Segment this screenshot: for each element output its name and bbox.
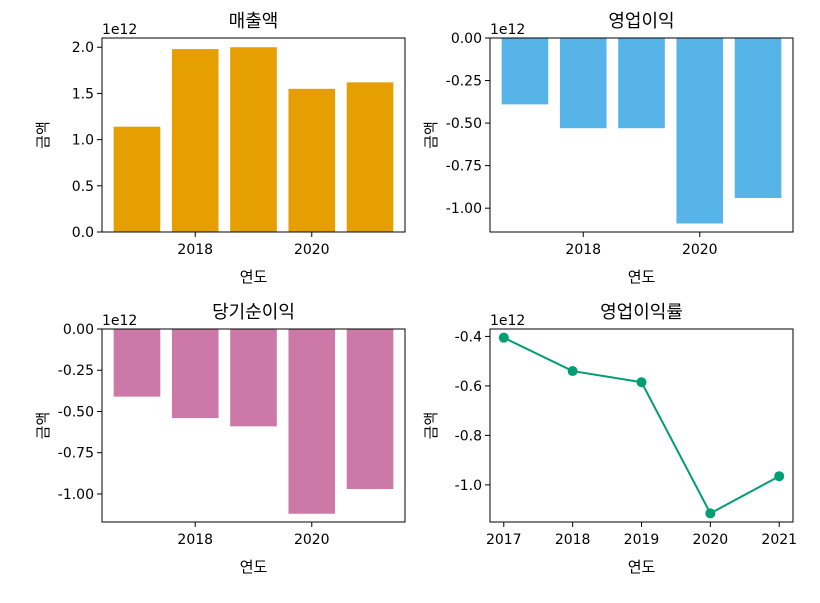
y-axis-label-operating-margin: 금액 xyxy=(422,412,440,440)
offset-text-revenue: 1e12 xyxy=(102,22,137,38)
bar-revenue-2021 xyxy=(346,82,394,232)
x-tick-label-revenue-2018: 2018 xyxy=(177,242,213,258)
bar-operating-profit-2018 xyxy=(559,38,607,129)
chart-title-revenue: 매출액 xyxy=(229,11,279,32)
subplot-operating-margin: 2017 2018 2019 2020 2021 -0.4 -0.6 -0.8 -1.0 영업이익… xyxy=(422,302,797,576)
y-tick-label-revenue-3: 1.5 xyxy=(72,86,94,102)
y-tick-label-operating-profit-2: -0.50 xyxy=(446,116,482,132)
x-axis-label-net-income: 연도 xyxy=(240,558,268,576)
y-axis-label-revenue: 금액 xyxy=(34,121,52,149)
bar-revenue-2017 xyxy=(113,126,161,232)
subplot-revenue: 2018 2020 0.0 0.5 1.0 1.5 2.0 매출액 1e12 연도 금액 xyxy=(34,11,406,286)
point-operating-margin-2021 xyxy=(774,471,785,482)
chart-title-operating-margin: 영업이익률 xyxy=(600,302,683,323)
x-axis-label-revenue: 연도 xyxy=(240,268,268,286)
y-tick-label-operating-profit-4: -1.00 xyxy=(446,201,482,217)
y-tick-label-operating-profit-0: 0.00 xyxy=(451,31,482,47)
bar-operating-profit-2020 xyxy=(676,38,724,224)
subplot-net-income: 2018 2020 0.00 -0.25 -0.50 -0.75 -1.00 당기순이익 1e1… xyxy=(34,302,406,576)
point-operating-margin-2019 xyxy=(636,377,647,388)
offset-text-operating-profit: 1e12 xyxy=(490,22,525,38)
offset-text-operating-margin: 1e12 xyxy=(490,313,525,329)
y-axis-label-net-income: 금액 xyxy=(34,412,52,440)
axes-frame-operating-profit xyxy=(489,37,794,233)
point-operating-margin-2017 xyxy=(498,332,509,343)
x-tick-label-net-income-2018: 2018 xyxy=(177,532,213,548)
x-axis-label-operating-margin: 연도 xyxy=(628,558,656,576)
y-tick-label-operating-profit-3: -0.75 xyxy=(446,159,482,175)
bar-net-income-2018 xyxy=(171,329,219,419)
x-tick-label-operating-margin-2021: 2021 xyxy=(761,532,797,548)
point-operating-margin-2020 xyxy=(705,508,716,519)
y-tick-label-operating-margin-3: -1.0 xyxy=(455,478,482,494)
y-tick-label-operating-profit-1: -0.25 xyxy=(446,74,482,90)
point-operating-margin-2018 xyxy=(567,366,578,377)
y-tick-label-operating-margin-2: -0.8 xyxy=(455,428,482,444)
y-tick-label-operating-margin-1: -0.6 xyxy=(455,379,482,395)
x-tick-label-operating-margin-2019: 2019 xyxy=(624,532,660,548)
bar-revenue-2018 xyxy=(171,49,219,233)
y-tick-label-revenue-2: 1.0 xyxy=(72,133,94,149)
y-tick-label-operating-margin-0: -0.4 xyxy=(455,329,482,345)
bar-net-income-2021 xyxy=(346,329,394,490)
bar-net-income-2017 xyxy=(113,329,161,397)
bar-revenue-2020 xyxy=(288,88,336,232)
x-tick-label-operating-margin-2018: 2018 xyxy=(555,532,591,548)
subplot-operating-profit: 2018 2020 0.00 -0.25 -0.50 -0.75 -1.00 영업이익 1e12… xyxy=(422,11,794,286)
axes-frame-net-income xyxy=(101,328,406,523)
y-tick-label-net-income-1: -0.25 xyxy=(58,363,94,379)
x-tick-label-operating-profit-2018: 2018 xyxy=(565,242,601,258)
bar-operating-profit-2021 xyxy=(734,38,782,198)
y-tick-label-net-income-3: -0.75 xyxy=(58,446,94,462)
x-tick-label-operating-margin-2020: 2020 xyxy=(693,532,729,548)
x-axis-label-operating-profit: 연도 xyxy=(628,268,656,286)
chart-title-net-income: 당기순이익 xyxy=(212,302,295,323)
x-tick-label-operating-profit-2020: 2020 xyxy=(682,242,718,258)
y-tick-label-net-income-2: -0.50 xyxy=(58,404,94,420)
y-tick-label-net-income-4: -1.00 xyxy=(58,487,94,503)
bar-operating-profit-2019 xyxy=(618,38,665,129)
line-operating-margin xyxy=(503,336,780,515)
y-tick-label-revenue-4: 2.0 xyxy=(72,40,94,56)
x-tick-label-revenue-2020: 2020 xyxy=(294,242,330,258)
bar-operating-profit-2017 xyxy=(501,38,549,105)
bar-revenue-2019 xyxy=(230,47,277,232)
bar-net-income-2019 xyxy=(230,329,277,427)
y-tick-label-net-income-0: 0.00 xyxy=(63,322,94,338)
x-tick-label-net-income-2020: 2020 xyxy=(294,532,330,548)
x-tick-label-operating-margin-2017: 2017 xyxy=(486,532,522,548)
offset-text-net-income: 1e12 xyxy=(102,313,137,329)
axes-frame-revenue xyxy=(101,37,406,233)
y-axis-label-operating-profit: 금액 xyxy=(422,121,440,149)
y-tick-label-revenue-0: 0.0 xyxy=(72,225,94,241)
y-tick-label-revenue-1: 0.5 xyxy=(72,179,94,195)
chart-title-operating-profit: 영업이익 xyxy=(608,11,674,32)
bar-net-income-2020 xyxy=(288,329,336,514)
